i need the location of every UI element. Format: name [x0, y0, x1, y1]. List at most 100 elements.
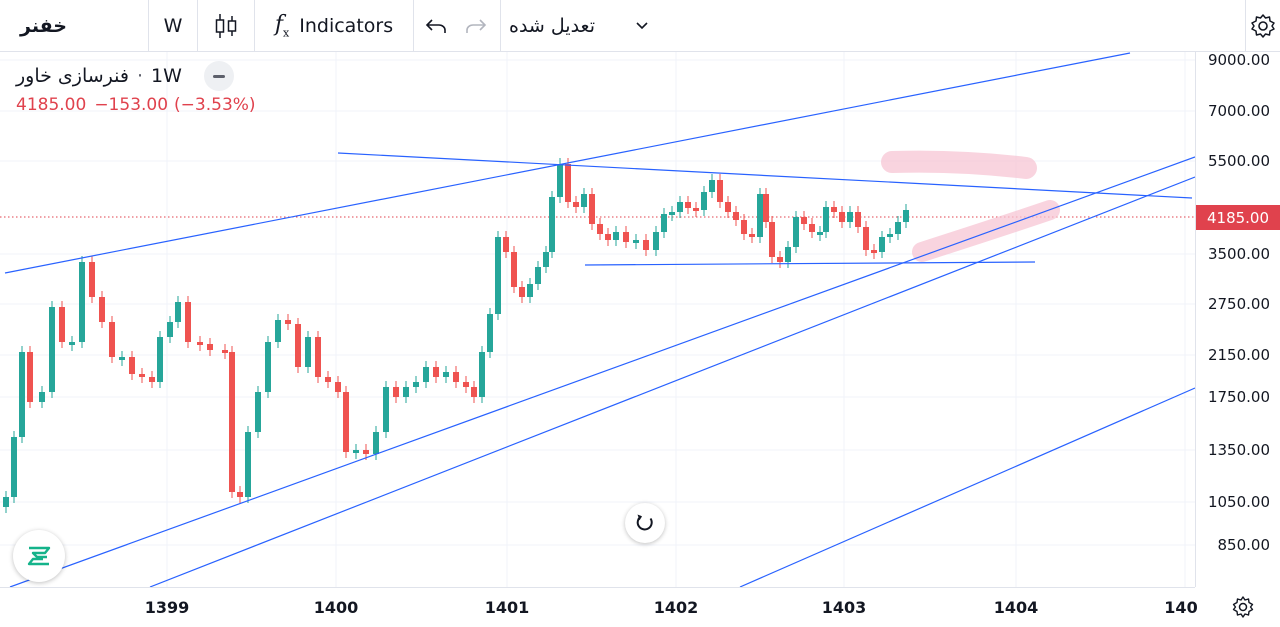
- candle-body: [285, 320, 291, 324]
- candle-body: [887, 234, 893, 237]
- candle-body: [207, 344, 213, 350]
- chart-type-button[interactable]: [198, 0, 254, 52]
- toolbar-divider: [500, 0, 501, 52]
- candle-body: [809, 224, 815, 232]
- candle-body: [487, 314, 493, 352]
- logo-button[interactable]: [13, 530, 65, 582]
- axis-settings-button[interactable]: [1228, 592, 1258, 622]
- candle-body: [503, 237, 509, 252]
- legend-collapse-button[interactable]: [203, 61, 234, 91]
- candle-body: [519, 287, 525, 297]
- candle-body: [895, 222, 901, 234]
- chart-legend: فنرسازی خاور · 1W 4185.00 −153.00 (−3.53…: [16, 60, 256, 118]
- candle-body: [11, 437, 17, 497]
- candle-body: [769, 222, 775, 257]
- candle-body: [653, 232, 659, 250]
- candle-body: [185, 302, 191, 342]
- price-chart[interactable]: [0, 52, 1195, 587]
- candle-body: [581, 194, 587, 207]
- gear-icon: [1232, 596, 1254, 618]
- candle-body: [543, 252, 549, 267]
- candle-body: [903, 210, 909, 222]
- indicators-button[interactable]: fx Indicators: [255, 0, 413, 52]
- candle-body: [275, 320, 281, 342]
- candle-body: [757, 194, 763, 237]
- candle-body: [149, 377, 155, 382]
- adjustment-select[interactable]: تعدیل شده: [501, 0, 681, 52]
- candle-body: [527, 284, 533, 297]
- gear-icon: [1251, 14, 1275, 38]
- candle-body: [363, 450, 369, 454]
- legend-last-price: 4185.00: [16, 95, 87, 115]
- candle-body: [495, 237, 501, 314]
- undo-button[interactable]: [418, 0, 454, 52]
- candle-body: [871, 250, 877, 253]
- candle-body: [157, 337, 163, 382]
- candle-body: [229, 352, 235, 492]
- candle-body: [463, 382, 469, 387]
- candle-body: [557, 164, 563, 197]
- legend-symbol-name[interactable]: فنرسازی خاور: [16, 65, 129, 87]
- symbol-search-button[interactable]: خفنر: [0, 0, 148, 52]
- candle-body: [709, 180, 715, 192]
- candle-body: [763, 194, 769, 222]
- candle-body: [511, 252, 517, 287]
- candles-icon: [215, 14, 237, 38]
- candle-body: [49, 307, 55, 392]
- candle-body: [443, 372, 449, 377]
- candle-body: [471, 387, 477, 397]
- candle-body: [717, 180, 723, 202]
- candle-body: [69, 342, 75, 345]
- price-axis[interactable]: 9000.00 7000.00 5500.00 3500.00 2750.00 …: [1195, 51, 1280, 587]
- last-price-label: 4185.00: [1196, 205, 1280, 230]
- candle-body: [305, 337, 311, 367]
- candle-body: [573, 202, 579, 207]
- price-tick: 3500.00: [1207, 245, 1270, 263]
- symbol-label: خفنر: [20, 15, 67, 37]
- candle-body: [237, 492, 243, 497]
- trendline-resistance[interactable]: [337, 152, 1193, 199]
- candle-body: [99, 297, 105, 322]
- candle-body: [613, 232, 619, 240]
- candle-body: [325, 377, 331, 382]
- candle-body: [669, 212, 675, 215]
- redo-button[interactable]: [458, 0, 494, 52]
- highlight-mark-upper: [881, 150, 1037, 179]
- candle-body: [139, 374, 145, 377]
- toolbar-divider: [413, 0, 414, 52]
- undo-icon: [425, 19, 446, 33]
- time-tick: 1399: [144, 598, 190, 617]
- time-tick: 1401: [484, 598, 530, 617]
- candle-body: [693, 208, 699, 211]
- legend-change: −153.00: [94, 95, 169, 115]
- candle-body: [255, 392, 261, 432]
- candle-body: [383, 387, 389, 432]
- settings-button[interactable]: [1246, 0, 1280, 52]
- candle-body: [661, 214, 667, 232]
- candle-body: [167, 322, 173, 337]
- interval-button[interactable]: W: [149, 0, 197, 52]
- candle-body: [423, 367, 429, 382]
- candle-body: [353, 450, 359, 453]
- candle-body: [879, 237, 885, 252]
- candle-body: [89, 262, 95, 297]
- candle-body: [315, 337, 321, 377]
- reset-chart-button[interactable]: [625, 503, 665, 543]
- candle-body: [197, 342, 203, 345]
- candle-body: [847, 212, 853, 222]
- candle-body: [605, 234, 611, 240]
- candle-body: [793, 217, 799, 247]
- trendline-support-horizontal[interactable]: [584, 261, 1036, 266]
- candle-body: [801, 217, 807, 224]
- candle-body: [3, 497, 9, 507]
- time-axis[interactable]: 1399 1400 1401 1402 1403 1404 140: [0, 587, 1198, 627]
- trendline-upper-channel[interactable]: [4, 52, 1131, 274]
- candle-body: [403, 387, 409, 397]
- candle-body: [109, 322, 115, 357]
- trendline-lower-channel[interactable]: [739, 387, 1195, 587]
- candle-body: [19, 352, 25, 437]
- logo-icon: [27, 546, 51, 566]
- trendline-support-rising-1[interactable]: [9, 156, 1195, 587]
- candle-body: [633, 240, 639, 243]
- trendline-support-rising-2[interactable]: [149, 176, 1195, 587]
